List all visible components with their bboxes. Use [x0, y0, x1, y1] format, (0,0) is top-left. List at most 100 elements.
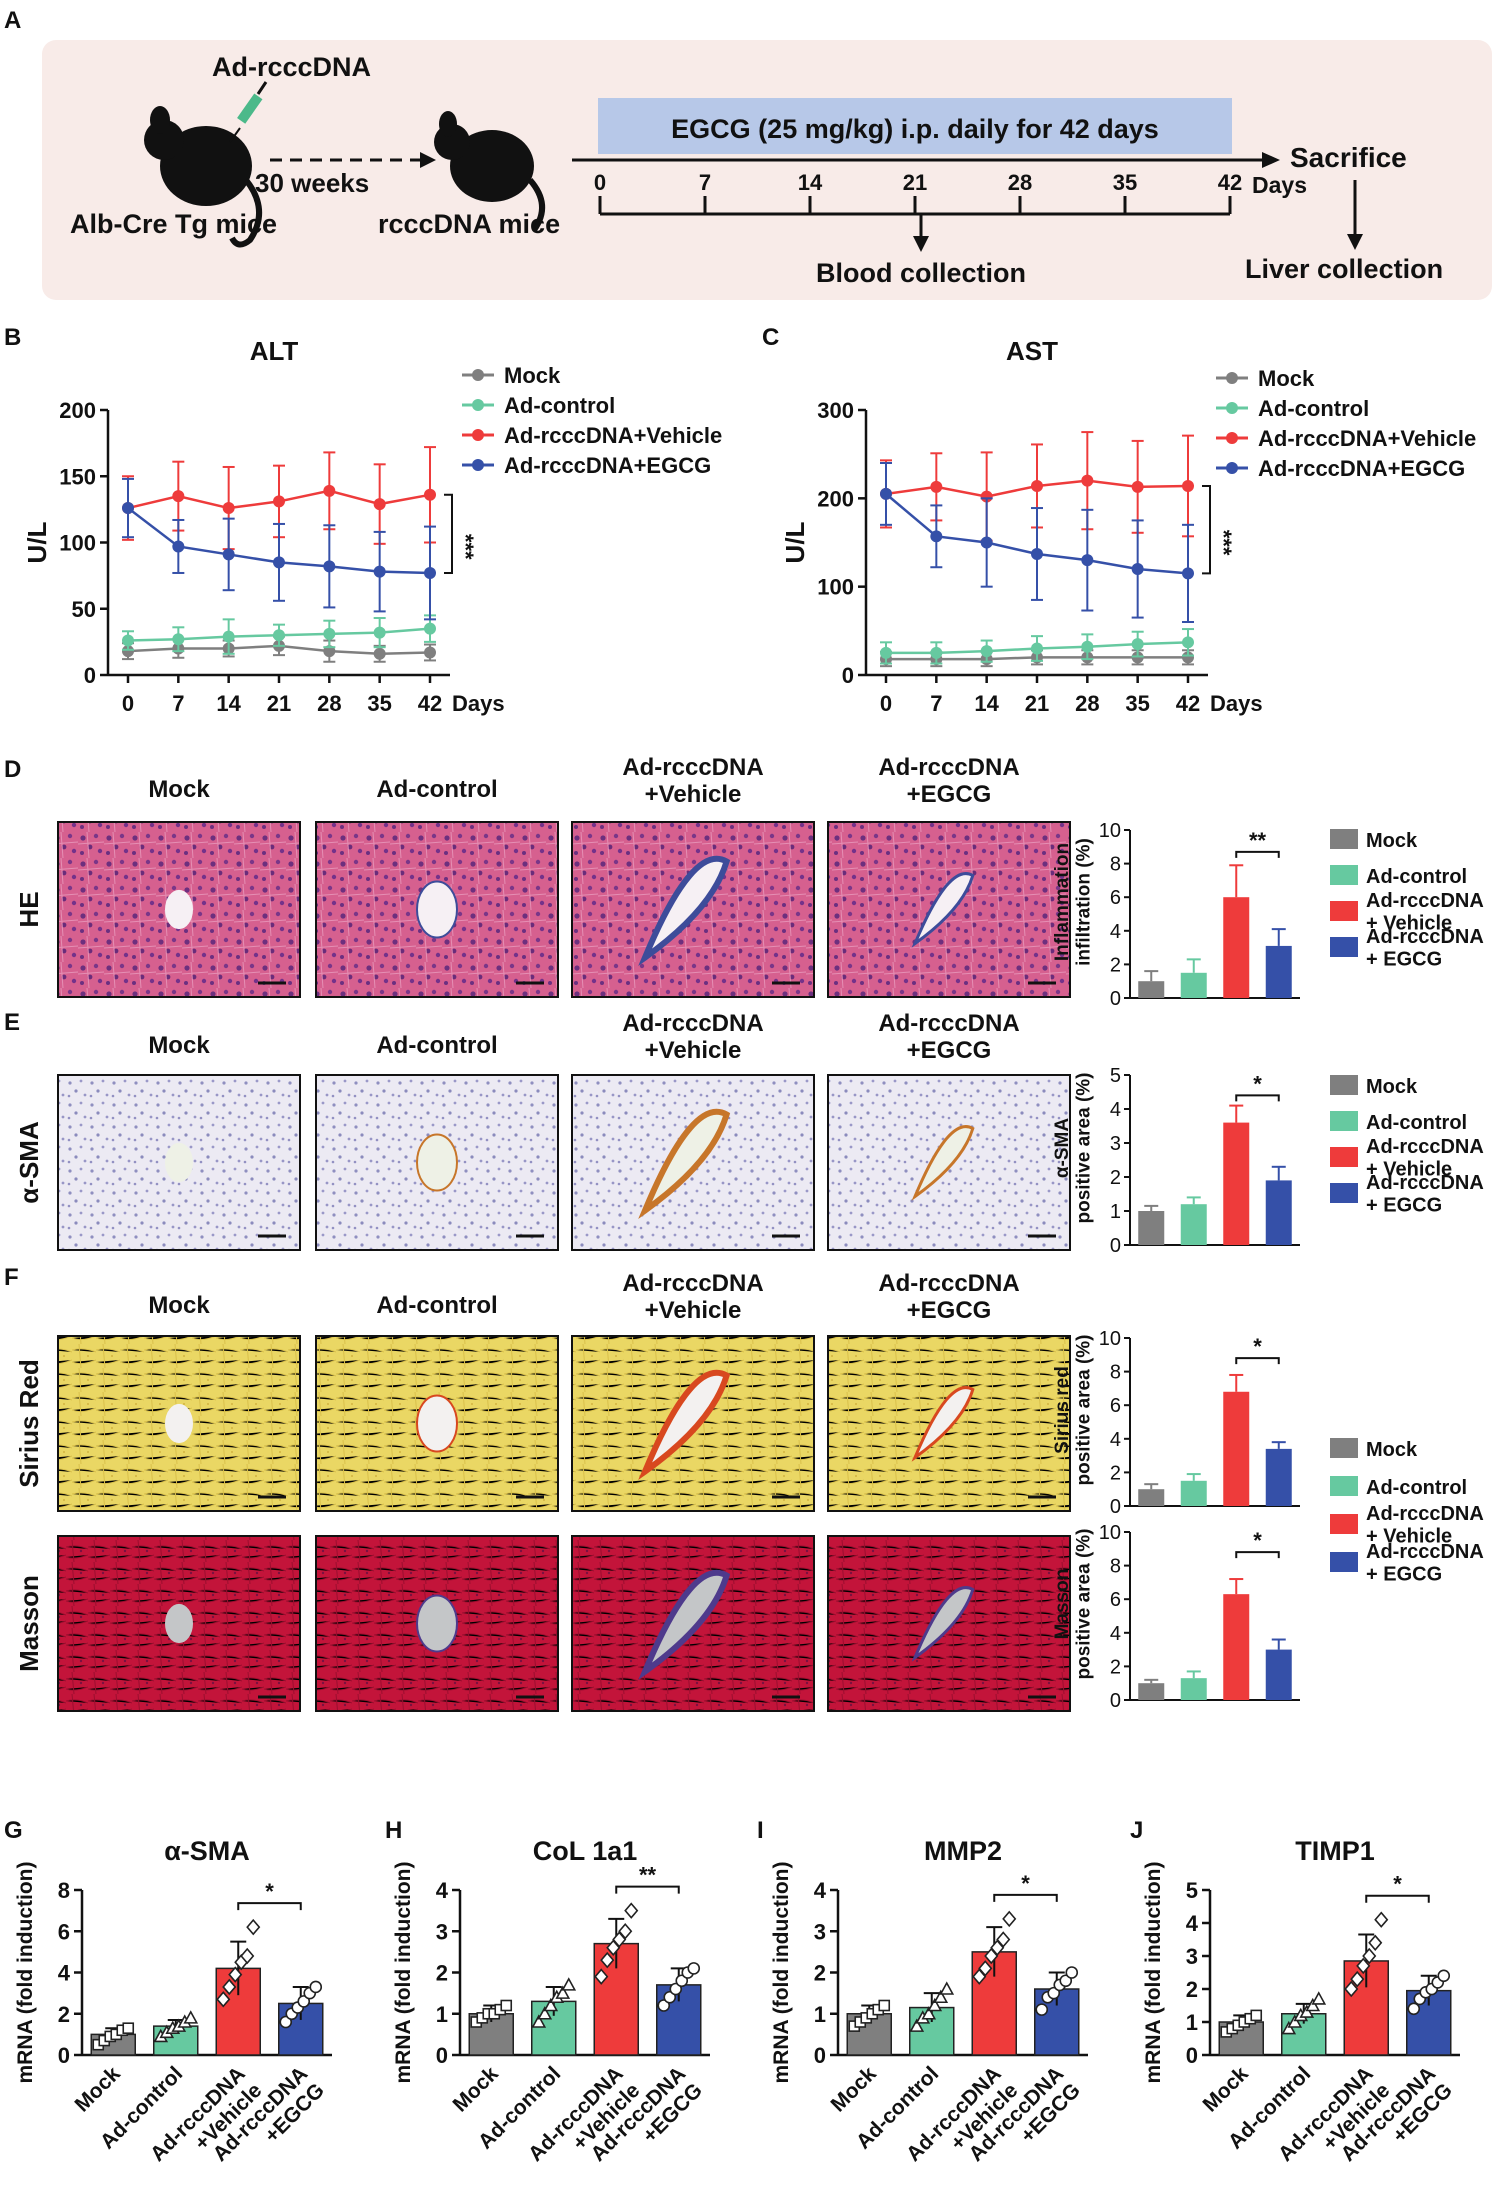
- legend-swatch: [1330, 1147, 1358, 1167]
- data-point: [1081, 640, 1094, 653]
- chart-title: α-SMA: [164, 1836, 250, 1866]
- data-point: [323, 484, 336, 497]
- data-point: [1374, 1911, 1389, 1928]
- significance-label: **: [639, 1863, 657, 1888]
- data-point: [1047, 1986, 1061, 2000]
- data-point: [927, 1997, 943, 2012]
- y-tick-label: 2: [1186, 1977, 1198, 2002]
- stain-label: Masson: [14, 1575, 44, 1672]
- x-tick-label: 28: [317, 691, 341, 716]
- vessel: [416, 1133, 458, 1192]
- data-point: [1065, 1966, 1079, 1979]
- data-point: [880, 487, 892, 500]
- y-tick-label: 10: [1099, 820, 1121, 842]
- liver-label: Liver collection: [1245, 254, 1443, 284]
- significance-label: *: [1021, 1871, 1030, 1896]
- data-point: [1287, 2014, 1303, 2028]
- column-header: Ad-rcccDNA +EGCG: [878, 754, 1019, 808]
- data-point: [930, 646, 943, 659]
- bar: [1180, 972, 1207, 998]
- bar: [593, 1942, 639, 2056]
- arrow-head: [913, 236, 929, 252]
- y-tick-label: 4: [436, 1878, 449, 1903]
- x-tick-label: 35: [1125, 691, 1149, 716]
- data-point: [990, 1939, 1005, 1956]
- panel-letter-h: H: [385, 1817, 402, 1844]
- y-tick-label: 3: [436, 1919, 448, 1944]
- mouse-right-label: rcccDNA mice: [378, 209, 560, 239]
- legend-label: Ad-control: [1366, 866, 1467, 888]
- y-tick-label: 3: [814, 1919, 826, 1944]
- x-tick-label: Mock: [827, 2062, 881, 2116]
- y-tick-label: 6: [58, 1919, 70, 1944]
- legend-label: Ad-rcccDNA + Vehicle: [1366, 890, 1484, 934]
- bar: [1223, 897, 1250, 998]
- x-tick-label: 0: [122, 691, 134, 716]
- significance-bracket: [1365, 1894, 1430, 1903]
- panel-letter-g: G: [4, 1817, 23, 1844]
- y-axis-label: Sirius redpositive area (%): [1052, 1335, 1094, 1486]
- arrow-head: [420, 152, 436, 168]
- legend-swatch: [1330, 1183, 1358, 1203]
- x-tick-label: 7: [172, 691, 184, 716]
- vessel: [638, 1569, 731, 1681]
- micrograph: [57, 1535, 301, 1712]
- y-tick-label: 0: [1110, 1690, 1121, 1712]
- legend-label: Ad-rcccDNA + Vehicle: [1366, 1503, 1484, 1547]
- y-tick-label: 200: [817, 486, 854, 511]
- data-point: [373, 498, 386, 511]
- y-tick-label: 10: [1099, 1328, 1121, 1350]
- legend-swatch: [1330, 1514, 1358, 1534]
- panel-letter-e: E: [4, 1009, 20, 1036]
- y-tick-label: 4: [814, 1878, 827, 1903]
- panel-letter-f: F: [4, 1264, 19, 1291]
- column-header: Mock: [148, 1292, 210, 1319]
- column-header: Ad-control: [376, 776, 497, 803]
- data-point: [531, 2014, 547, 2028]
- panel-letter-a: A: [4, 7, 21, 34]
- data-point: [1035, 2003, 1049, 2016]
- y-axis-label: mRNA (fold induction): [1142, 1861, 1165, 2083]
- data-point: [323, 560, 336, 573]
- y-tick-label: 50: [72, 597, 96, 622]
- y-tick-label: 6: [1110, 1395, 1121, 1417]
- data-point: [1407, 2002, 1421, 2016]
- y-axis-label: mRNA (fold induction): [14, 1861, 37, 2083]
- data-point: [1350, 1970, 1365, 1988]
- data-point: [1131, 480, 1144, 493]
- chart-title: MMP2: [924, 1836, 1002, 1866]
- data-point: [1356, 1957, 1371, 1975]
- y-tick-label: 100: [59, 531, 96, 556]
- data-point: [172, 633, 185, 646]
- y-tick-label: 150: [59, 464, 96, 489]
- bar: [1180, 1678, 1207, 1700]
- data-point: [1059, 1974, 1073, 1988]
- data-point: [939, 1981, 955, 1995]
- data-point: [222, 1978, 237, 1996]
- legend-swatch: [1330, 1111, 1358, 1131]
- significance-bracket: [237, 1902, 302, 1911]
- legend-swatch: [1330, 901, 1358, 921]
- timeline-tick-label: 7: [699, 170, 711, 195]
- stain-label: HE: [14, 891, 44, 927]
- y-tick-label: 300: [817, 398, 854, 423]
- legend-label: Ad-rcccDNA+EGCG: [1258, 456, 1465, 481]
- legend-marker: [1226, 432, 1238, 444]
- legend-label: Ad-rcccDNA + Vehicle: [1366, 1136, 1484, 1180]
- data-point: [606, 1939, 621, 1956]
- vessel: [911, 1125, 975, 1201]
- legend-marker: [1226, 462, 1238, 474]
- y-tick-label: 1: [1110, 1201, 1121, 1223]
- data-point: [122, 645, 134, 658]
- mouse-icon: [434, 111, 545, 232]
- data-point: [675, 1974, 689, 1988]
- x-tick-label: 14: [974, 691, 999, 716]
- x-tick-label: 21: [267, 691, 291, 716]
- y-tick-label: 8: [1110, 1362, 1121, 1384]
- significance-bracket: [615, 1885, 680, 1894]
- significance-label: *: [1253, 1528, 1262, 1553]
- y-tick-label: 1: [436, 2002, 448, 2027]
- y-tick-label: 1: [1186, 2010, 1198, 2035]
